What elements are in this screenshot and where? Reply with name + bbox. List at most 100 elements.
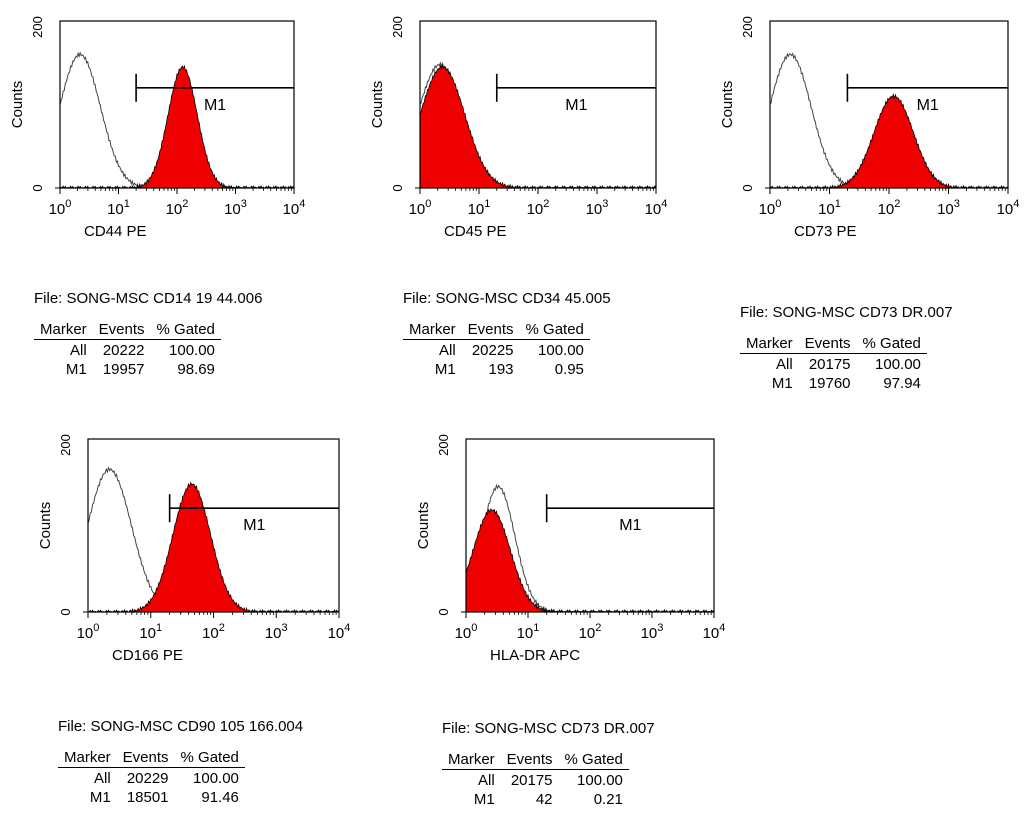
- gate-marker-label: M1: [619, 517, 641, 534]
- stats-table-1: File: SONG-MSC CD14 19 44.006 Marker Eve…: [34, 290, 262, 378]
- x-tick-label: 102: [166, 198, 189, 218]
- cell-events: 20175: [808, 356, 851, 373]
- x-tick-label: 100: [759, 198, 782, 218]
- col-gated: % Gated: [174, 749, 245, 768]
- x-tick-label: 101: [517, 622, 540, 642]
- cell-events: 20225: [471, 342, 514, 359]
- cell-gated: 91.46: [201, 789, 239, 806]
- y-tick-label: 200: [740, 16, 755, 38]
- cell-gated: 0.21: [593, 791, 623, 808]
- cell-marker: M1: [65, 361, 87, 378]
- y-tick-label: 0: [58, 608, 73, 615]
- y-tick-label: 0: [740, 184, 755, 191]
- gate-marker-label: M1: [204, 97, 226, 114]
- x-tick-label: 104: [283, 198, 306, 218]
- stats-table-2: File: SONG-MSC CD34 45.005 Marker Events…: [403, 290, 611, 378]
- x-tick-label: 104: [328, 622, 351, 642]
- x-tick-label: 104: [645, 198, 668, 218]
- cell-marker: All: [94, 770, 111, 787]
- x-tick-label: 104: [703, 622, 726, 642]
- table-row: All 20175 100.00: [442, 770, 629, 789]
- col-events: Events: [500, 751, 559, 770]
- histogram-panel-3: 100 101 102 103 104 0 200 Counts CD73 PE M1: [719, 16, 1019, 240]
- table-row: All 20225 100.00: [403, 340, 590, 359]
- x-axis-label: CD45 PE: [444, 223, 507, 240]
- histogram-panel-1: 100 101 102 103 104 0 200 Counts CD44 PE M1: [9, 16, 305, 240]
- cell-marker: All: [70, 342, 87, 359]
- x-tick-label: 104: [997, 198, 1020, 218]
- y-tick-label: 200: [390, 16, 405, 38]
- cell-events: 193: [488, 361, 514, 378]
- stats-table-5: File: SONG-MSC CD73 DR.007 Marker Events…: [442, 720, 655, 808]
- cell-marker: M1: [89, 789, 111, 806]
- cell-events: 20175: [510, 772, 553, 789]
- x-tick-label: 102: [527, 198, 550, 218]
- gate-marker-label: M1: [243, 517, 265, 534]
- cell-gated: 100.00: [577, 772, 623, 789]
- table-row: All 20175 100.00: [740, 354, 927, 373]
- x-tick-label: 101: [468, 198, 491, 218]
- x-axis-label: CD44 PE: [84, 223, 147, 240]
- cell-gated: 98.69: [177, 361, 215, 378]
- cell-events: 19760: [808, 375, 851, 392]
- table-row: M1 18501 91.46: [58, 787, 245, 806]
- y-axis-label: Counts: [369, 81, 386, 129]
- file-label: File: SONG-MSC CD73 DR.007: [740, 304, 953, 321]
- y-tick-label: 200: [58, 434, 73, 456]
- x-tick-label: 101: [818, 198, 841, 218]
- file-label: File: SONG-MSC CD90 105 166.004: [58, 718, 304, 735]
- table-row: All 20222 100.00: [34, 340, 221, 359]
- cell-marker: All: [439, 342, 456, 359]
- x-tick-label: 103: [937, 198, 960, 218]
- cell-gated: 100.00: [169, 342, 215, 359]
- cell-events: 20229: [126, 770, 169, 787]
- cell-marker: M1: [434, 361, 456, 378]
- stained-histogram-area: [465, 508, 715, 614]
- x-tick-label: 101: [139, 622, 162, 642]
- y-axis-label: Counts: [9, 81, 26, 129]
- y-axis-label: Counts: [37, 502, 54, 550]
- file-label: File: SONG-MSC CD73 DR.007: [442, 720, 655, 737]
- y-axis-label: Counts: [415, 502, 432, 550]
- col-gated: % Gated: [856, 335, 927, 354]
- gate-marker-label: M1: [565, 97, 587, 114]
- col-marker: Marker: [403, 321, 462, 340]
- col-marker: Marker: [58, 749, 117, 768]
- cell-marker: M1: [473, 791, 495, 808]
- cell-gated: 97.94: [883, 375, 921, 392]
- cell-gated: 100.00: [875, 356, 921, 373]
- col-gated: % Gated: [519, 321, 590, 340]
- stats-table-4: File: SONG-MSC CD90 105 166.004 Marker E…: [58, 718, 303, 806]
- cell-marker: M1: [771, 375, 793, 392]
- file-label: File: SONG-MSC CD14 19 44.006: [34, 290, 263, 307]
- x-tick-label: 103: [641, 622, 664, 642]
- x-tick-label: 102: [202, 622, 225, 642]
- cell-marker: All: [776, 356, 793, 373]
- table-row: M1 193 0.95: [403, 359, 590, 378]
- x-axis-label: CD166 PE: [112, 647, 183, 664]
- table-row: M1 19957 98.69: [34, 359, 221, 378]
- stats-table-3: File: SONG-MSC CD73 DR.007 Marker Events…: [740, 304, 953, 392]
- table-row: M1 42 0.21: [442, 789, 629, 808]
- col-marker: Marker: [34, 321, 93, 340]
- y-tick-label: 0: [30, 184, 45, 191]
- y-tick-label: 0: [390, 184, 405, 191]
- y-tick-label: 200: [30, 16, 45, 38]
- cell-events: 18501: [126, 789, 169, 806]
- y-tick-label: 200: [436, 434, 451, 456]
- histogram-panel-5: 100 101 102 103 104 0 200 Counts HLA-DR APC M1: [415, 434, 725, 664]
- cell-marker: All: [478, 772, 495, 789]
- histogram-panel-2: 100 101 102 103 104 0 200 Counts CD45 PE M1: [369, 16, 667, 240]
- x-tick-label: 102: [579, 622, 602, 642]
- x-tick-label: 100: [409, 198, 432, 218]
- x-axis-label: HLA-DR APC: [490, 647, 580, 664]
- stained-histogram-area: [419, 63, 657, 190]
- x-tick-label: 100: [455, 622, 478, 642]
- col-gated: % Gated: [558, 751, 629, 770]
- cell-events: 19957: [102, 361, 145, 378]
- col-events: Events: [798, 335, 857, 354]
- cell-events: 20222: [102, 342, 145, 359]
- col-events: Events: [116, 749, 175, 768]
- x-tick-label: 103: [265, 622, 288, 642]
